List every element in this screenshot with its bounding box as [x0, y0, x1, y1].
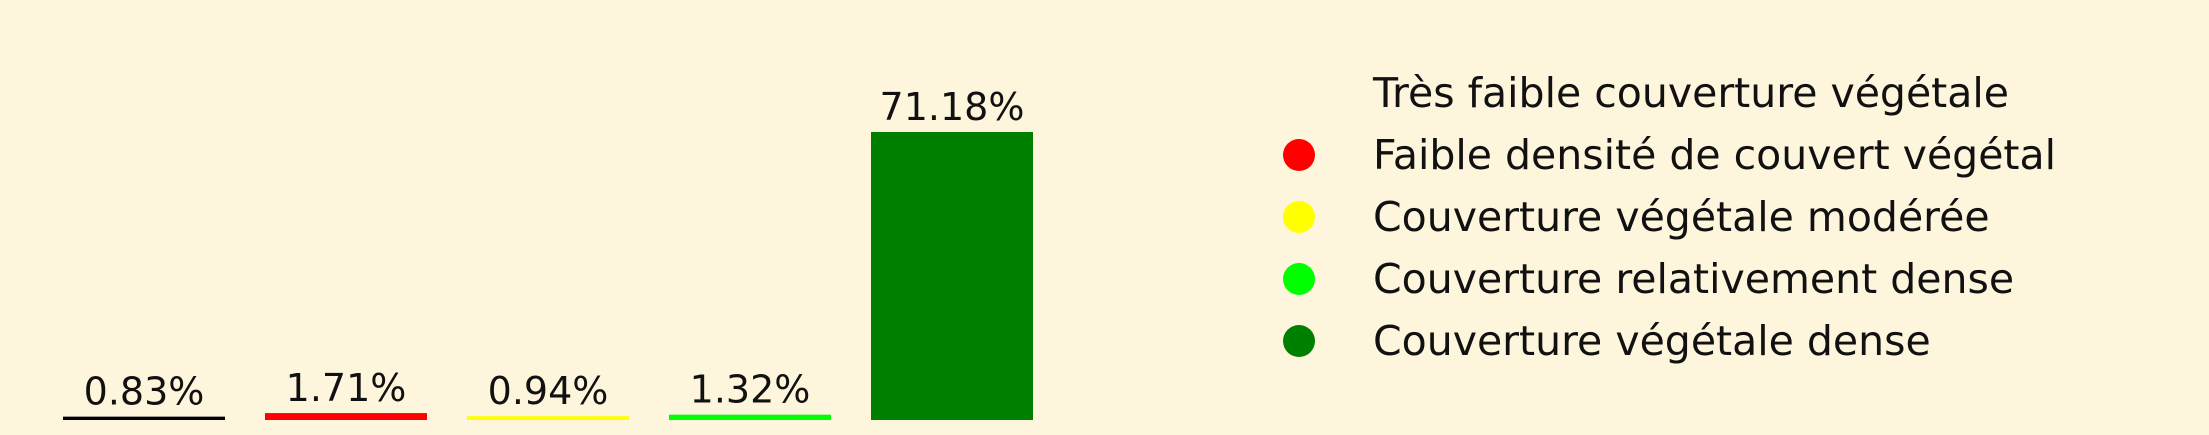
bar-value-label-4: 71.18% [880, 85, 1025, 129]
legend-item-2: Couverture végétale modérée [1270, 186, 2056, 248]
bar-0 [63, 416, 225, 420]
bar-value-label-1: 1.71% [286, 366, 407, 410]
bar-value-label-2: 0.94% [488, 369, 609, 413]
bar-value-label-3: 1.32% [690, 368, 811, 412]
bar-3 [669, 414, 831, 420]
bar-chart: 0.83% 1.71% 0.94% 1.32% 71.18% [63, 85, 1033, 420]
legend-label-2: Couverture végétale modérée [1373, 193, 1990, 241]
bar-4 [871, 132, 1033, 420]
legend-marker-0 [1283, 77, 1315, 109]
legend-item-1: Faible densité de couvert végétal [1270, 124, 2056, 186]
legend-marker-3 [1283, 263, 1315, 295]
legend-label-4: Couverture végétale dense [1373, 317, 1931, 365]
bar-2 [467, 416, 629, 420]
legend-marker-4 [1283, 325, 1315, 357]
legend-marker-1 [1283, 139, 1315, 171]
legend-item-4: Couverture végétale dense [1270, 310, 2056, 372]
bar-value-label-0: 0.83% [84, 370, 205, 414]
legend-label-3: Couverture relativement dense [1373, 255, 2015, 303]
bar-1 [265, 413, 427, 420]
legend-label-0: Très faible couverture végétale [1373, 69, 2010, 117]
legend: Très faible couverture végétale Faible d… [1270, 62, 2056, 372]
legend-marker-2 [1283, 201, 1315, 233]
legend-item-0: Très faible couverture végétale [1270, 62, 2056, 124]
legend-item-3: Couverture relativement dense [1270, 248, 2056, 310]
legend-label-1: Faible densité de couvert végétal [1373, 131, 2057, 179]
